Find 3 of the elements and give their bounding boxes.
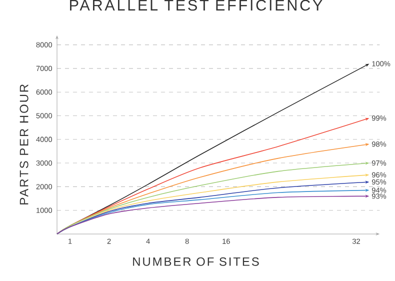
chart-title: PARALLEL TEST EFFICIENCY — [70, 0, 322, 11]
y-axis-title: PARTS PER HOUR — [20, 84, 28, 204]
x-axis-title: NUMBER OF SITES — [133, 257, 259, 266]
